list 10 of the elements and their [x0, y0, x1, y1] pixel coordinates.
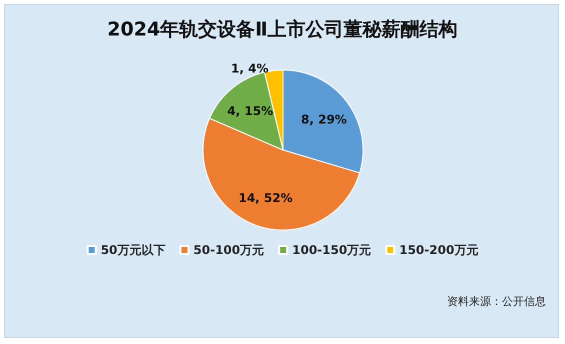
text: 资料来源：公开信息: [447, 295, 546, 308]
legend-label: 150-200万元: [399, 243, 478, 257]
legend-label: 50万元以下: [100, 243, 166, 257]
legend-label: 100-150万元: [292, 243, 372, 257]
data-label: 8, 29%: [301, 112, 347, 127]
chart-title: 2024年轨交设备Ⅱ上市公司董秘薪酬结构: [107, 18, 458, 40]
legend-label: 50-100万元: [193, 243, 264, 257]
data-label: 1, 4%: [231, 62, 268, 76]
data-label: 14, 52%: [238, 190, 293, 205]
data-label: 4, 15%: [227, 104, 274, 118]
